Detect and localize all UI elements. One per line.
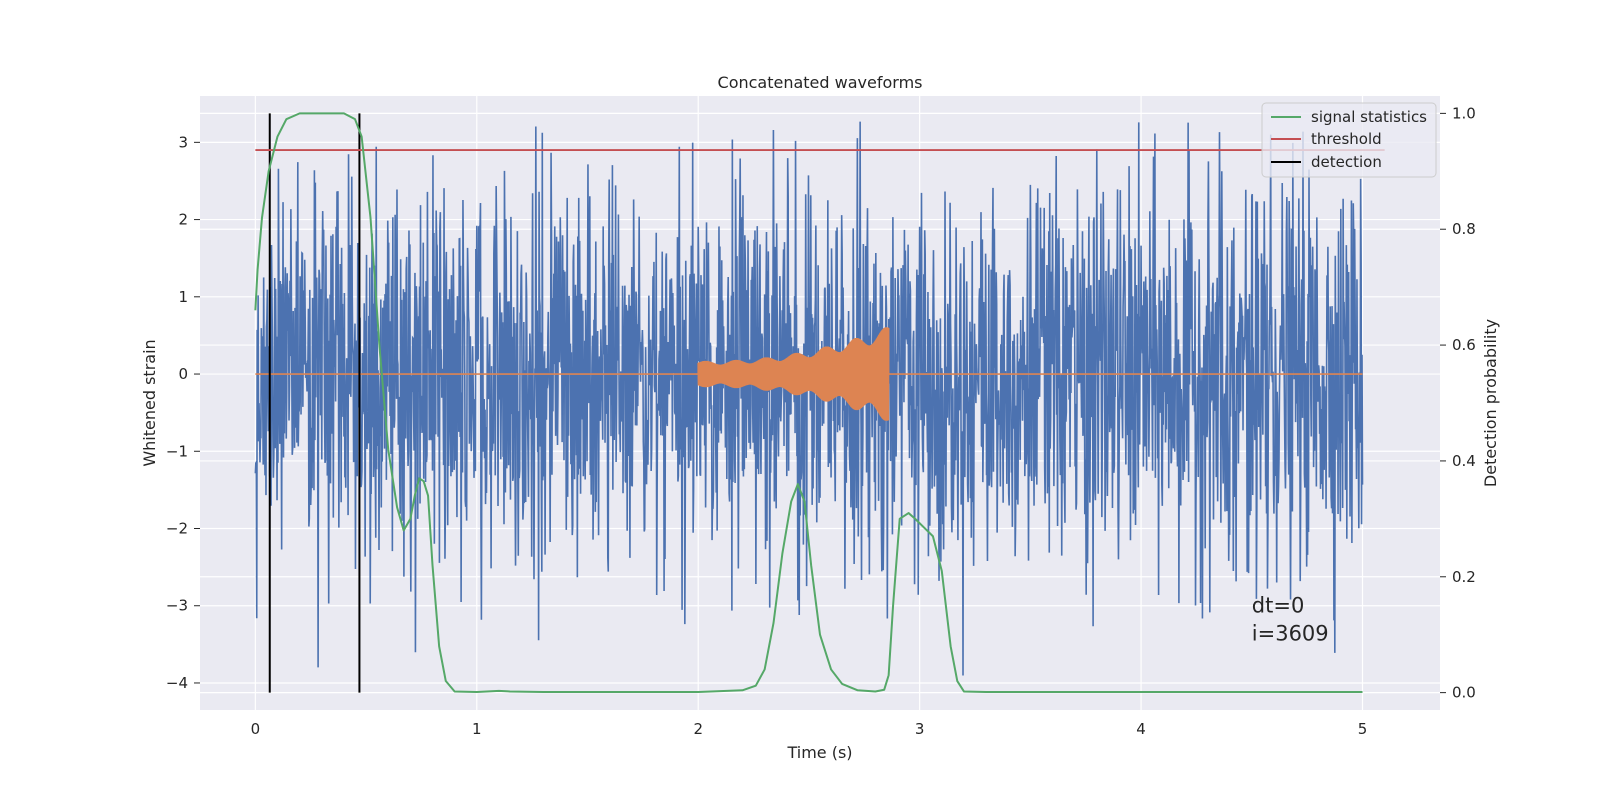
- x-tick-label: 2: [693, 720, 703, 738]
- legend-label-threshold: threshold: [1311, 130, 1382, 148]
- legend-box: [1261, 102, 1437, 178]
- y2-axis-label: Detection probability: [1481, 319, 1500, 487]
- chart-title: Concatenated waveforms: [718, 73, 923, 92]
- y-tick-label: 2: [178, 211, 188, 229]
- y-tick-label: −4: [166, 674, 188, 692]
- y2-tick-label: 1.0: [1452, 104, 1476, 122]
- y-tick-label: 1: [178, 288, 188, 306]
- signal-statistics-line: [254, 112, 1363, 694]
- y-axis-label: Whitened strain: [140, 339, 159, 466]
- legend-label-detection: detection: [1311, 153, 1382, 171]
- x-tick-label: 0: [251, 720, 261, 738]
- y-tick-label: −2: [166, 520, 188, 538]
- legend: signal statistics threshold detection: [1261, 102, 1437, 178]
- injection-chirp-line: [255, 327, 1363, 421]
- tick-layer: 0 1 2 3 4 5 3 2 1 0 −1 −2 −3 −4 1.0 0.8 0.6 0.4 0.2 0.0: [166, 104, 1476, 738]
- y-tick-label: 3: [178, 133, 188, 151]
- x-axis-label: Time (s): [786, 743, 852, 762]
- x-tick-label: 5: [1358, 720, 1368, 738]
- y2-tick-label: 0.8: [1452, 220, 1476, 238]
- y-tick-label: −3: [166, 597, 188, 615]
- annotation: dt=0 i=3609: [1252, 593, 1329, 645]
- x-tick-label: 4: [1136, 720, 1146, 738]
- annotation-index: i=3609: [1252, 621, 1329, 645]
- y2-tick-label: 0.4: [1452, 452, 1476, 470]
- strain-noise-line: [254, 121, 1364, 676]
- y2-tick-label: 0.0: [1452, 684, 1476, 702]
- y2-tick-label: 0.2: [1452, 568, 1476, 586]
- legend-label-signal-statistics: signal statistics: [1311, 108, 1427, 126]
- x-tick-label: 3: [915, 720, 925, 738]
- y-tick-label: −1: [166, 442, 188, 460]
- y-tick-label: 0: [178, 365, 188, 383]
- series-layer: [254, 112, 1385, 694]
- x-tick-label: 1: [472, 720, 482, 738]
- y2-tick-label: 0.6: [1452, 336, 1476, 354]
- annotation-dt: dt=0: [1252, 593, 1305, 617]
